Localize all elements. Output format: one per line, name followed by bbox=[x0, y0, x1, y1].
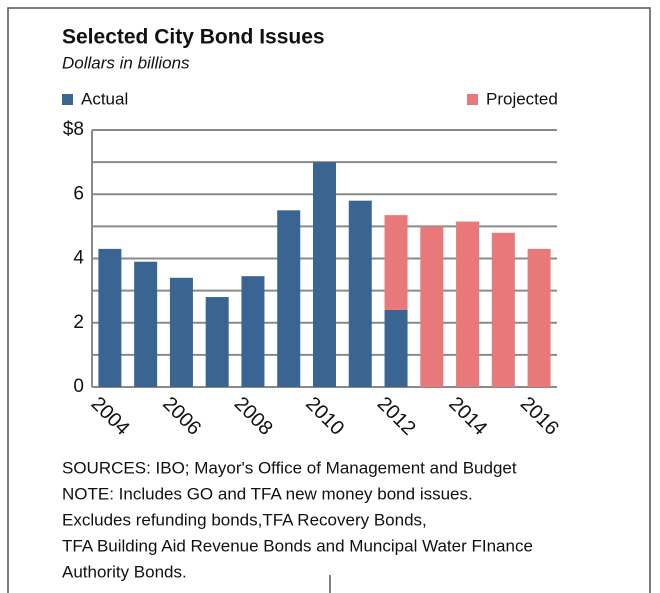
bar bbox=[277, 210, 301, 387]
bar bbox=[420, 226, 444, 387]
y-tick-label: 2 bbox=[73, 312, 84, 333]
bar bbox=[384, 215, 408, 310]
y-tick-label: 6 bbox=[73, 183, 84, 204]
x-tick-label: 2016 bbox=[516, 393, 563, 440]
x-tick-label: 2014 bbox=[444, 393, 491, 440]
bar bbox=[98, 248, 122, 387]
bar bbox=[348, 200, 372, 387]
bar bbox=[313, 162, 336, 387]
x-tick-label: 2006 bbox=[158, 393, 205, 440]
bar bbox=[241, 276, 265, 387]
x-tick-label: 2004 bbox=[87, 393, 134, 440]
bar bbox=[491, 232, 515, 387]
bar bbox=[456, 221, 480, 387]
bar bbox=[384, 309, 408, 387]
y-tick-label: $8 bbox=[63, 119, 84, 140]
y-tick-label: 0 bbox=[73, 376, 84, 397]
x-tick-label: 2012 bbox=[373, 393, 420, 440]
y-tick-label: 4 bbox=[73, 248, 84, 269]
legend-swatch bbox=[467, 94, 478, 105]
legend-label: Actual bbox=[81, 89, 128, 108]
chart-subtitle: Dollars in billions bbox=[62, 53, 190, 72]
bar bbox=[527, 248, 551, 387]
bar bbox=[134, 261, 158, 387]
note: NOTE: Includes GO and TFA new money bond… bbox=[62, 484, 473, 503]
frame bbox=[7, 7, 651, 593]
x-tick-label: 2010 bbox=[301, 393, 348, 440]
note: SOURCES: IBO; Mayor's Office of Manageme… bbox=[62, 458, 517, 477]
legend-swatch bbox=[62, 94, 73, 105]
legend-label: Projected bbox=[486, 89, 558, 108]
note: Authority Bonds. bbox=[62, 562, 187, 581]
note: TFA Building Aid Revenue Bonds and Munci… bbox=[62, 536, 533, 555]
x-tick-label: 2008 bbox=[230, 393, 277, 440]
bar bbox=[169, 277, 193, 387]
chart-title: Selected City Bond Issues bbox=[62, 26, 325, 49]
bar bbox=[205, 297, 229, 387]
note: Excludes refunding bonds,TFA Recovery Bo… bbox=[62, 510, 427, 529]
